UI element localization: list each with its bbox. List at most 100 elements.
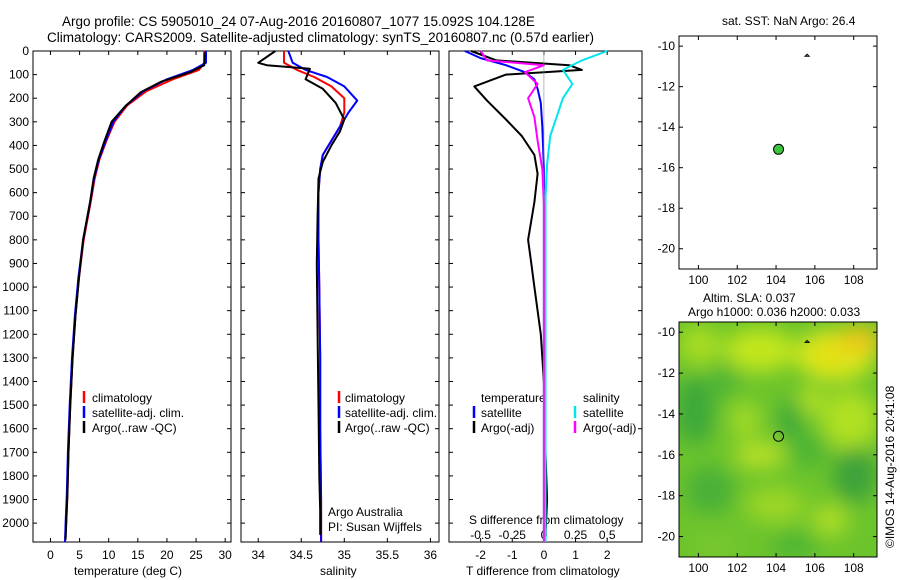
difference-legend-item: satellite bbox=[481, 406, 522, 420]
temperature-x-tick-label: 5 bbox=[76, 548, 83, 562]
temperature-y-tick-label: 800 bbox=[9, 233, 29, 247]
temperature-y-tick-label: 1500 bbox=[2, 398, 29, 412]
temperature-y-tick-label: 1000 bbox=[2, 280, 29, 294]
chart-marks: 0100200300400500600700800900100011001200… bbox=[2, 36, 877, 575]
map_sla-float-position bbox=[773, 430, 785, 442]
temperature-y-tick-label: 500 bbox=[9, 162, 29, 176]
map_sst-island-outline bbox=[803, 53, 811, 57]
map_sst-y-tick-label: -14 bbox=[658, 120, 676, 134]
temperature-y-tick-label: 1100 bbox=[3, 304, 29, 318]
difference-x-tick-label: 2 bbox=[604, 548, 611, 562]
map_sla-x-tick-label: 104 bbox=[766, 561, 786, 575]
difference-series-argo-adj- bbox=[470, 50, 583, 535]
temperature-y-tick-label: 600 bbox=[9, 186, 29, 200]
map_sst-y-tick-label: -10 bbox=[658, 39, 676, 53]
difference-legend-item: satellite bbox=[583, 406, 624, 420]
salinity-series-argo-raw-qc- bbox=[257, 50, 346, 535]
map_sla-y-tick-label: -14 bbox=[658, 407, 676, 421]
temperature-y-tick-label: 1700 bbox=[2, 445, 29, 459]
temperature-y-tick-label: 0 bbox=[22, 44, 29, 58]
sla-map-axes bbox=[678, 321, 878, 558]
temperature-x-tick-label: 15 bbox=[131, 548, 145, 562]
map_sla-y-tick-label: -16 bbox=[658, 448, 676, 462]
temperature-x-tick-label: 10 bbox=[102, 548, 116, 562]
difference-series-satellite bbox=[464, 50, 545, 542]
salinity-legend-item: climatology bbox=[345, 391, 405, 405]
map_sla-island-outline bbox=[803, 339, 811, 343]
salinity-axes bbox=[240, 50, 440, 543]
map_sst-x-tick-label: 100 bbox=[688, 273, 708, 287]
map_sla-y-tick-label: -12 bbox=[658, 366, 676, 380]
temperature-legend-item: satellite-adj. clim. bbox=[92, 406, 184, 420]
difference-series-satellite bbox=[544, 50, 608, 542]
temperature-legend-item: Argo(..raw -QC) bbox=[92, 421, 177, 435]
map_sla-x-tick-label: 106 bbox=[805, 561, 825, 575]
salinity-legend-item: satellite-adj. clim. bbox=[345, 406, 437, 420]
temperature-y-tick-label: 100 bbox=[9, 68, 29, 82]
header-line2: Climatology: CARS2009. Satellite-adjuste… bbox=[47, 30, 594, 45]
map_sst-x-tick-label: 102 bbox=[727, 273, 747, 287]
difference-x-tick-label: -1 bbox=[507, 548, 518, 562]
salinity-legend-item: Argo(..raw -QC) bbox=[345, 421, 430, 435]
temperature-y-tick-label: 200 bbox=[9, 91, 29, 105]
map_sst-float-position bbox=[773, 143, 785, 155]
temperature-axes bbox=[32, 50, 232, 543]
temperature-y-tick-label: 900 bbox=[9, 256, 29, 270]
map_sst-y-tick-label: -18 bbox=[658, 201, 676, 215]
temperature-y-tick-label: 700 bbox=[9, 209, 29, 223]
salinity-x-tick-label: 36 bbox=[424, 548, 438, 562]
difference-legend-title-temperature: temperature bbox=[481, 391, 546, 405]
difference-x-label: T difference from climatology bbox=[466, 564, 620, 578]
temperature-y-tick-label: 1200 bbox=[2, 327, 29, 341]
temperature-legend-item: climatology bbox=[92, 391, 152, 405]
temperature-x-tick-label: 25 bbox=[189, 548, 203, 562]
temperature-y-tick-label: 1600 bbox=[2, 422, 29, 436]
imos-timestamp: ©IMOS 14-Aug-2016 20:41:08 bbox=[883, 385, 897, 548]
salinity-x-label: salinity bbox=[320, 564, 357, 578]
temperature-y-tick-label: 2000 bbox=[2, 516, 29, 530]
salinity-annotation-line2: PI: Susan Wijffels bbox=[328, 520, 422, 534]
temperature-y-tick-label: 300 bbox=[9, 115, 29, 129]
map_sla-y-tick-label: -10 bbox=[658, 325, 676, 339]
salinity-x-tick-label: 35 bbox=[338, 548, 352, 562]
map_sla-y-tick-label: -18 bbox=[658, 489, 676, 503]
salinity-series-satellite-adj-clim- bbox=[287, 50, 359, 542]
map_sla-y-tick-label: -20 bbox=[658, 530, 676, 544]
temperature-x-tick-label: 30 bbox=[218, 548, 232, 562]
temperature-y-tick-label: 1900 bbox=[2, 493, 29, 507]
temperature-y-tick-label: 1800 bbox=[2, 469, 29, 483]
sla-map-title-line1: Altim. SLA: 0.037 bbox=[703, 291, 796, 305]
difference-x-tick-label: -2 bbox=[475, 548, 486, 562]
sst-map-title: sat. SST: NaN Argo: 26.4 bbox=[722, 14, 856, 28]
difference-top-tick-label: -0.5 bbox=[470, 528, 491, 542]
map_sst-y-tick-label: -20 bbox=[658, 242, 676, 256]
temperature-x-label: temperature (deg C) bbox=[74, 564, 182, 578]
temperature-y-tick-label: 1400 bbox=[2, 374, 29, 388]
map_sla-x-tick-label: 102 bbox=[727, 561, 747, 575]
salinity-annotation-line1: Argo Australia bbox=[328, 505, 403, 519]
map_sla-x-tick-label: 100 bbox=[688, 561, 708, 575]
temperature-series-climatology bbox=[64, 51, 206, 543]
temperature-y-tick-label: 1300 bbox=[2, 351, 29, 365]
salinity-legend: climatology satellite-adj. clim. Argo(..… bbox=[337, 391, 437, 435]
map_sst-x-tick-label: 104 bbox=[766, 273, 786, 287]
map_sla-x-tick-label: 108 bbox=[844, 561, 864, 575]
header-line1: Argo profile: CS 5905010_24 07-Aug-2016 … bbox=[62, 14, 535, 29]
temperature-series-satellite-adj-clim- bbox=[64, 51, 207, 543]
salinity-x-tick-label: 35.5 bbox=[376, 548, 400, 562]
map_sst-y-tick-label: -12 bbox=[658, 80, 676, 94]
temperature-y-tick-label: 400 bbox=[9, 138, 29, 152]
difference-top-tick-label: 0.5 bbox=[599, 528, 616, 542]
temperature-series-argo-raw-qc- bbox=[64, 52, 206, 540]
sla-heatmap bbox=[679, 322, 877, 557]
sst-map-axes bbox=[678, 35, 878, 270]
difference-legend-item: Argo(-adj) bbox=[583, 421, 636, 435]
difference-x-tick-label: 0 bbox=[541, 548, 548, 562]
sla-map-title-line2: Argo h1000: 0.036 h2000: 0.033 bbox=[688, 305, 860, 319]
salinity-x-tick-label: 34.5 bbox=[290, 548, 314, 562]
temperature-x-tick-label: 0 bbox=[47, 548, 54, 562]
difference-top-tick-label: 0.25 bbox=[564, 528, 588, 542]
map_sst-x-tick-label: 106 bbox=[805, 273, 825, 287]
temperature-legend: climatology satellite-adj. clim. Argo(..… bbox=[82, 391, 184, 435]
